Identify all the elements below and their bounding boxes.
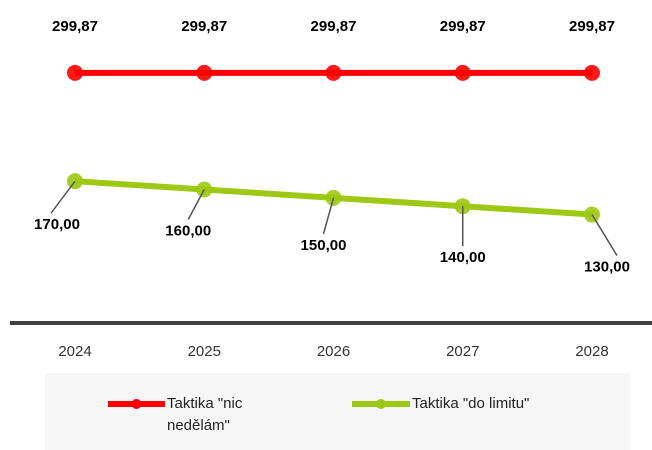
data-label: 299,87 <box>569 18 615 35</box>
data-label: 130,00 <box>584 259 630 276</box>
legend-label: Taktika "do limitu" <box>412 395 530 412</box>
data-label: 140,00 <box>440 249 486 266</box>
leader-line <box>591 214 618 256</box>
x-tick-label: 2027 <box>446 343 479 360</box>
data-label: 299,87 <box>181 18 227 35</box>
data-label: 299,87 <box>311 18 357 35</box>
x-tick-label: 2028 <box>575 343 608 360</box>
x-tick-label: 2025 <box>188 343 221 360</box>
data-label: 160,00 <box>165 222 211 239</box>
marker <box>325 64 342 81</box>
leader-line <box>322 197 335 235</box>
x-tick-label: 2024 <box>58 343 91 360</box>
data-label: 299,87 <box>52 18 98 35</box>
marker <box>67 64 83 81</box>
leader-line <box>187 189 205 220</box>
legend-marker <box>131 399 142 409</box>
x-tick-label: 2026 <box>317 343 350 360</box>
legend-symbols <box>108 399 410 409</box>
data-label: 150,00 <box>301 237 347 254</box>
legend-marker <box>376 399 386 409</box>
data-label: 170,00 <box>34 216 80 233</box>
marker <box>584 64 600 81</box>
data-label: 299,87 <box>440 18 486 35</box>
leader-line <box>50 180 76 214</box>
legend-label: Taktika "nic nedělám" <box>167 395 243 434</box>
marker <box>454 64 471 81</box>
marker <box>196 64 213 81</box>
legend: Taktika "nic nedělám" Taktika "do limitu" <box>45 373 630 450</box>
